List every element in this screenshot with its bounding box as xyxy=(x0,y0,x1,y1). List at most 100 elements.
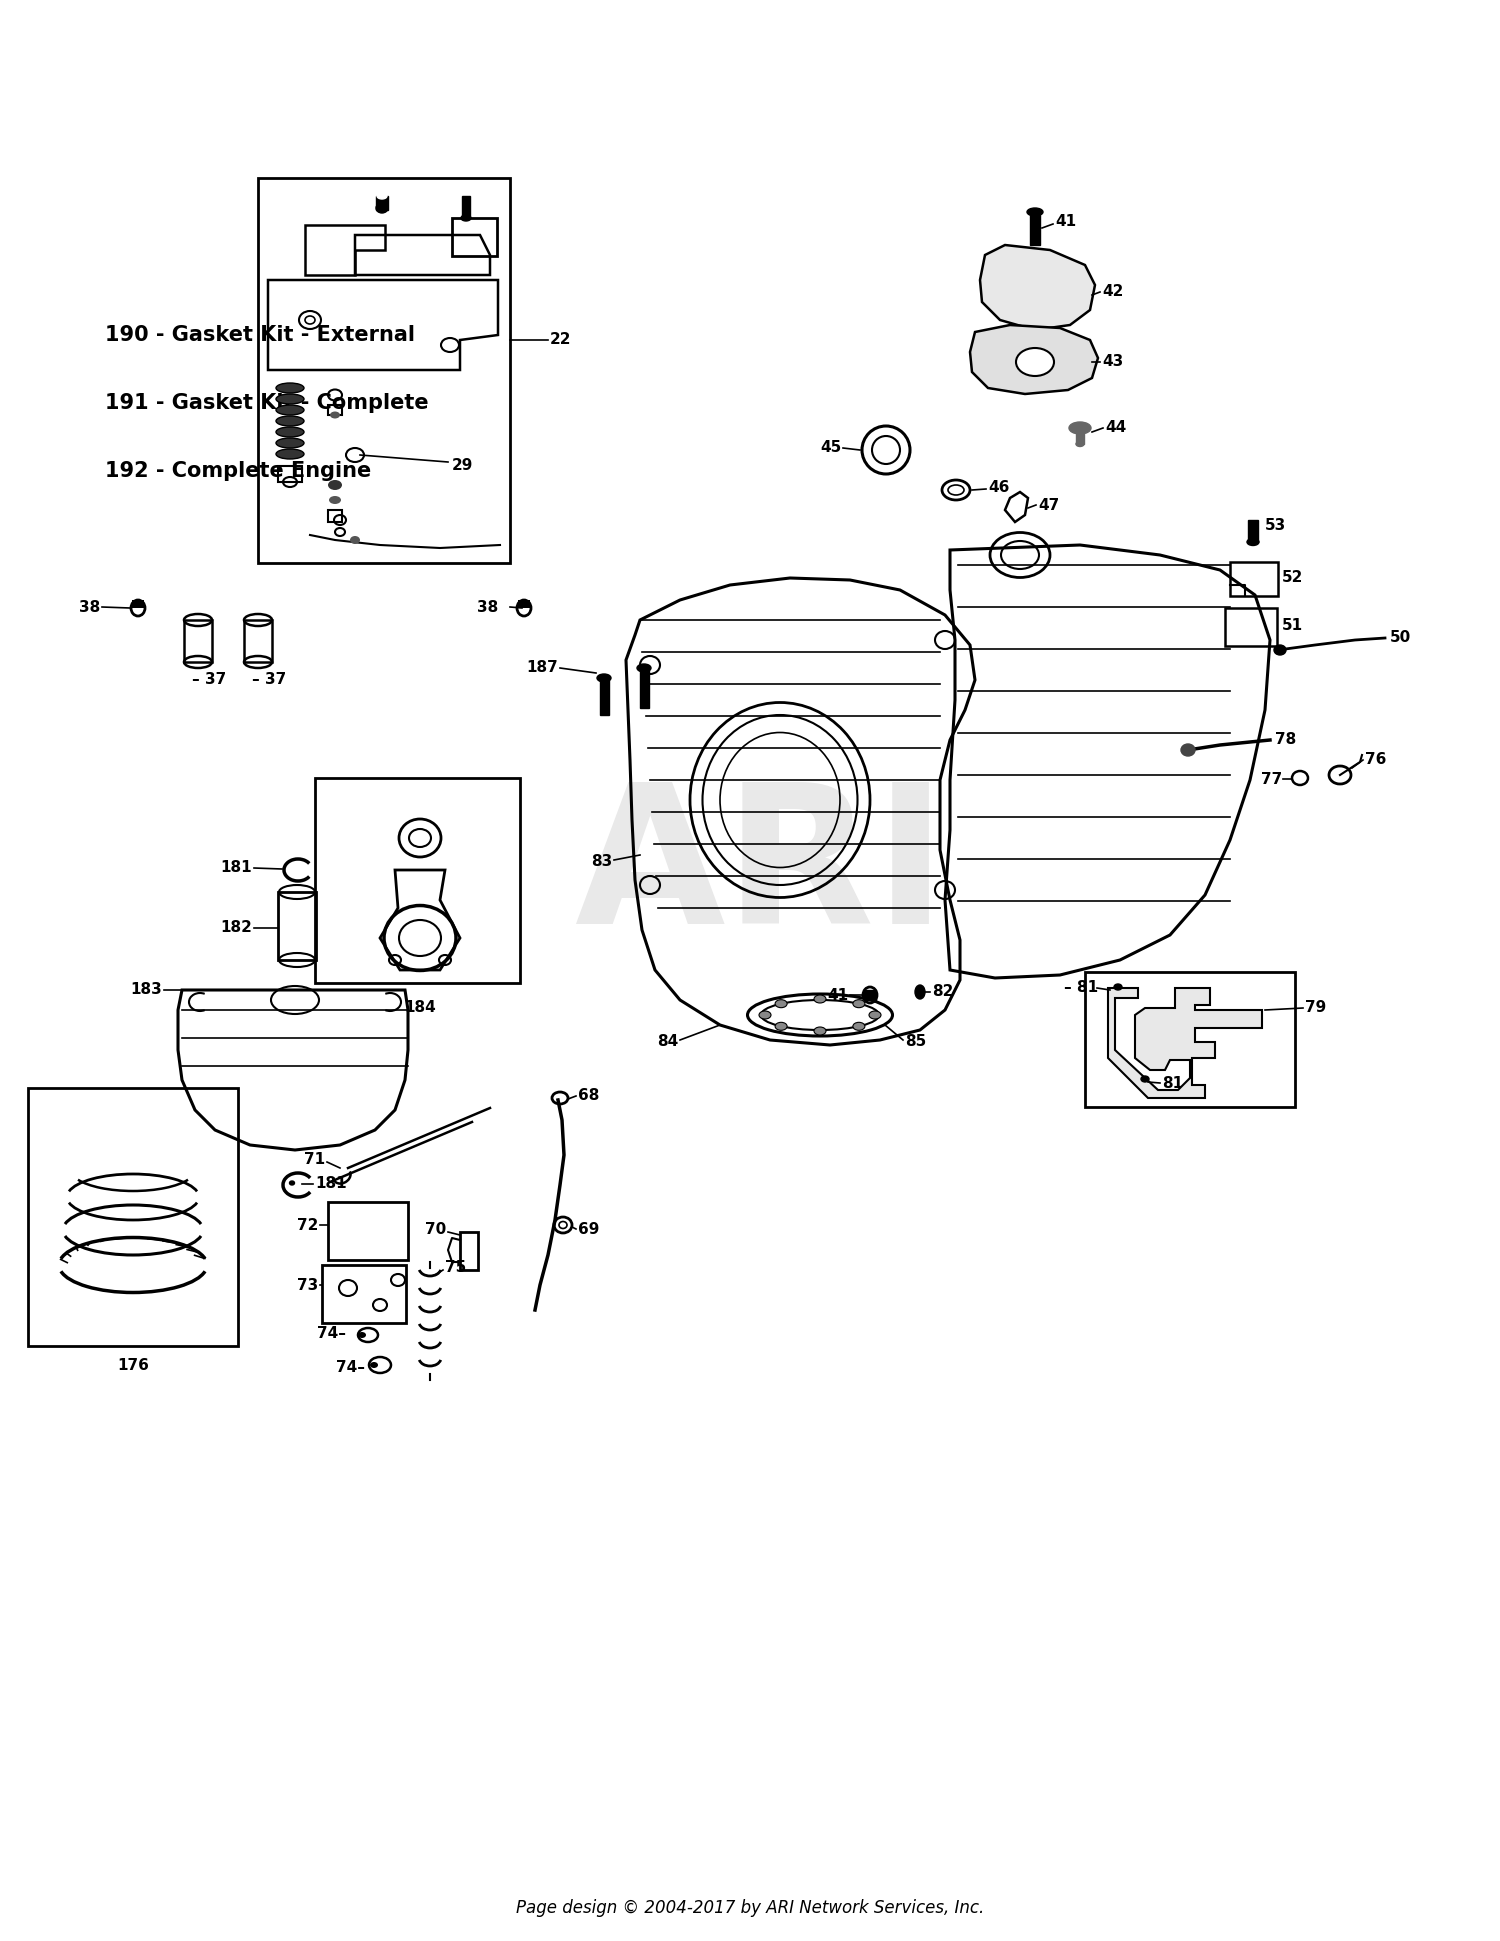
Bar xyxy=(28,1089,239,1345)
Text: 41: 41 xyxy=(1054,215,1076,229)
Text: 182: 182 xyxy=(220,920,252,936)
Ellipse shape xyxy=(853,1000,865,1007)
Text: 42: 42 xyxy=(1102,285,1124,299)
Ellipse shape xyxy=(1246,538,1258,545)
Text: 176: 176 xyxy=(117,1359,148,1372)
Text: 47: 47 xyxy=(1038,497,1059,512)
Ellipse shape xyxy=(1070,421,1090,435)
Text: 71: 71 xyxy=(304,1153,326,1167)
Text: 22: 22 xyxy=(550,332,572,347)
Text: 187: 187 xyxy=(526,660,558,675)
Ellipse shape xyxy=(276,439,304,448)
Text: 75: 75 xyxy=(446,1260,466,1275)
Text: 183: 183 xyxy=(130,982,162,998)
Ellipse shape xyxy=(276,394,304,404)
Polygon shape xyxy=(970,324,1098,394)
Text: 44: 44 xyxy=(1106,421,1126,435)
Text: 192 - Complete Engine: 192 - Complete Engine xyxy=(105,462,372,481)
Text: 191 - Gasket Kit - Complete: 191 - Gasket Kit - Complete xyxy=(105,392,429,413)
Ellipse shape xyxy=(276,448,304,458)
Ellipse shape xyxy=(370,1363,378,1368)
Bar xyxy=(1230,563,1278,596)
Polygon shape xyxy=(1108,988,1262,1099)
Bar xyxy=(1248,520,1258,542)
Bar xyxy=(1226,608,1276,646)
Bar xyxy=(1076,429,1084,444)
Text: 181: 181 xyxy=(220,860,252,875)
Ellipse shape xyxy=(460,215,471,221)
Text: 181: 181 xyxy=(315,1176,346,1192)
Text: 41: 41 xyxy=(827,988,848,1002)
Text: 79: 79 xyxy=(1305,1000,1326,1015)
Bar xyxy=(640,670,650,708)
Bar xyxy=(315,778,520,982)
Text: 74–: 74– xyxy=(316,1326,346,1341)
Text: Page design © 2004-2017 by ARI Network Services, Inc.: Page design © 2004-2017 by ARI Network S… xyxy=(516,1898,984,1918)
Text: 81: 81 xyxy=(1162,1075,1184,1091)
Ellipse shape xyxy=(328,497,340,505)
Ellipse shape xyxy=(868,1011,880,1019)
Bar xyxy=(376,196,388,210)
Bar xyxy=(518,600,530,608)
Text: 74–: 74– xyxy=(336,1361,364,1376)
Text: 46: 46 xyxy=(988,481,1010,495)
Bar xyxy=(328,510,342,522)
Ellipse shape xyxy=(276,406,304,415)
Text: 78: 78 xyxy=(1275,732,1296,747)
Text: 70: 70 xyxy=(424,1223,445,1238)
Ellipse shape xyxy=(350,536,360,543)
Text: 29: 29 xyxy=(452,458,474,472)
Ellipse shape xyxy=(328,479,342,489)
Ellipse shape xyxy=(853,1023,865,1031)
Text: 69: 69 xyxy=(578,1223,600,1238)
Ellipse shape xyxy=(376,192,387,200)
Ellipse shape xyxy=(776,1023,788,1031)
Bar xyxy=(600,679,609,714)
Ellipse shape xyxy=(776,1000,788,1007)
Text: 52: 52 xyxy=(1282,569,1304,584)
Bar xyxy=(244,619,272,662)
Ellipse shape xyxy=(815,996,827,1003)
Text: 51: 51 xyxy=(1282,617,1304,633)
Text: 73: 73 xyxy=(297,1277,318,1293)
Ellipse shape xyxy=(290,1180,294,1186)
Bar xyxy=(328,406,342,415)
Text: – 37: – 37 xyxy=(252,672,286,687)
Ellipse shape xyxy=(1142,1075,1149,1081)
Ellipse shape xyxy=(276,382,304,392)
Ellipse shape xyxy=(276,427,304,437)
Bar xyxy=(462,196,470,217)
Text: 45: 45 xyxy=(821,441,842,456)
Text: 82: 82 xyxy=(932,984,954,1000)
Text: 84: 84 xyxy=(657,1035,678,1050)
Ellipse shape xyxy=(1016,347,1054,377)
Ellipse shape xyxy=(376,204,388,214)
Bar xyxy=(1084,972,1294,1106)
Bar xyxy=(278,893,316,961)
Bar xyxy=(328,1201,408,1260)
Text: 72: 72 xyxy=(297,1217,318,1233)
Bar xyxy=(452,217,497,256)
Text: ARI: ARI xyxy=(573,776,946,965)
Bar xyxy=(278,466,302,481)
Bar xyxy=(258,179,510,563)
Ellipse shape xyxy=(638,664,651,672)
Ellipse shape xyxy=(597,674,610,681)
Text: 68: 68 xyxy=(578,1087,600,1102)
Ellipse shape xyxy=(276,415,304,425)
Text: 38: 38 xyxy=(477,600,498,615)
Ellipse shape xyxy=(1180,743,1196,755)
Text: 184: 184 xyxy=(404,1000,436,1015)
Text: 77: 77 xyxy=(1260,773,1282,788)
Bar xyxy=(184,619,211,662)
Text: 76: 76 xyxy=(1365,753,1386,767)
Text: 50: 50 xyxy=(1390,631,1411,646)
Ellipse shape xyxy=(1076,441,1084,446)
Text: – 81: – 81 xyxy=(1064,980,1098,994)
Ellipse shape xyxy=(358,1332,366,1337)
Bar xyxy=(132,600,144,608)
Bar xyxy=(864,990,876,1000)
Bar xyxy=(460,1233,478,1269)
Bar xyxy=(1030,215,1039,245)
Polygon shape xyxy=(980,245,1095,330)
